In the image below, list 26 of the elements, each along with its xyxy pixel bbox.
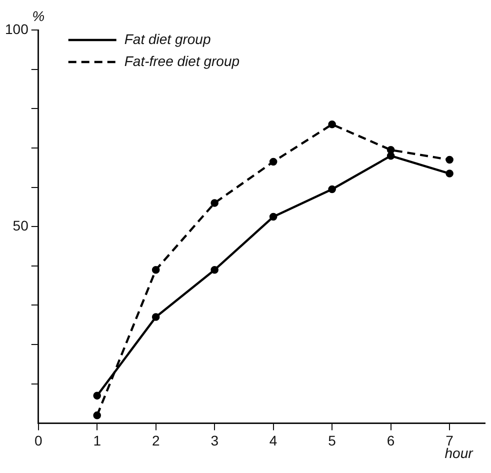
- x-tick-label: 6: [386, 432, 395, 448]
- x-tick-label: 5: [328, 432, 336, 448]
- x-tick-label: 1: [93, 432, 102, 448]
- point: [210, 266, 218, 274]
- point: [93, 392, 101, 400]
- point: [328, 185, 336, 194]
- x-tick-label: 3: [210, 432, 219, 448]
- y-tick-label: 50: [12, 217, 29, 234]
- point: [446, 156, 454, 164]
- point: [152, 313, 160, 321]
- x-tick-label: 0: [34, 432, 42, 448]
- y-axis-title: %: [32, 8, 45, 24]
- point: [269, 212, 278, 221]
- point: [386, 152, 395, 160]
- point: [93, 411, 101, 420]
- legend-label: Fat diet group: [124, 30, 211, 47]
- point: [152, 266, 160, 274]
- x-tick-label: 2: [152, 432, 160, 448]
- point: [386, 146, 395, 154]
- legend-label: Fat-free diet group: [124, 52, 240, 69]
- y-tick-label: 100: [5, 20, 29, 37]
- point: [210, 199, 218, 207]
- point: [446, 170, 454, 178]
- point: [269, 158, 278, 166]
- point: [328, 120, 336, 128]
- x-tick-label: 4: [269, 432, 278, 448]
